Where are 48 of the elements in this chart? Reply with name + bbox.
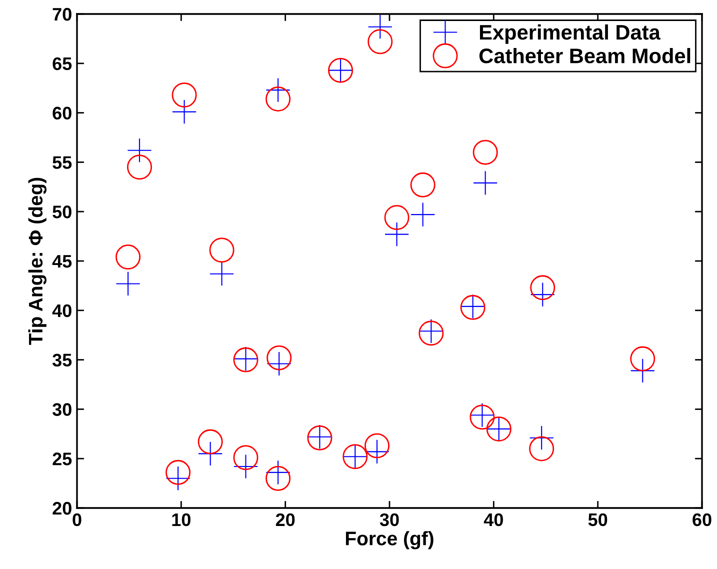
x-tick-label: 40 — [484, 513, 503, 526]
point — [364, 433, 390, 458]
x-tick-label: 20 — [276, 513, 295, 526]
point — [266, 466, 291, 491]
y-tick-label: 65 — [52, 57, 72, 70]
y-tick-label: 40 — [52, 304, 72, 318]
point — [368, 15, 392, 39]
point — [266, 86, 291, 112]
x-tick-label: 0 — [72, 513, 82, 526]
point — [630, 346, 656, 372]
y-tick-label: 55 — [52, 156, 72, 169]
point — [210, 262, 234, 286]
point — [128, 138, 152, 162]
y-tick-label: 30 — [52, 403, 72, 416]
point — [530, 275, 556, 300]
y-tick-label: 20 — [52, 502, 72, 515]
point — [198, 429, 223, 454]
y-tick-label: 35 — [52, 354, 72, 367]
y-tick-label: 50 — [52, 206, 72, 218]
point — [172, 82, 197, 108]
point — [384, 222, 409, 246]
x-tick-label: 50 — [588, 513, 608, 526]
point — [529, 436, 554, 462]
point — [233, 445, 258, 470]
x-tick-label: 10 — [172, 513, 190, 526]
point — [384, 205, 410, 230]
point — [474, 171, 498, 195]
point — [172, 100, 196, 124]
point — [116, 244, 141, 270]
legend-label: Experimental Data — [480, 24, 660, 44]
point — [209, 238, 234, 263]
point — [472, 140, 498, 165]
point — [368, 29, 393, 54]
y-tick-label: 45 — [52, 255, 72, 268]
point — [411, 202, 435, 226]
point — [127, 154, 152, 180]
x-tick-label: 60 — [692, 513, 712, 526]
point — [410, 172, 436, 198]
y-tick-label: 70 — [52, 8, 72, 21]
point — [166, 460, 191, 485]
y-axis-title: Tip Angle: Φ (deg) — [28, 178, 46, 345]
point — [116, 272, 140, 296]
point — [266, 345, 292, 370]
legend-label: Catheter Beam Model — [479, 48, 690, 64]
x-axis-title: Force (gf) — [346, 531, 434, 550]
y-tick-label: 25 — [52, 452, 72, 466]
y-tick-label: 60 — [52, 106, 72, 120]
x-tick-label: 30 — [380, 513, 399, 526]
